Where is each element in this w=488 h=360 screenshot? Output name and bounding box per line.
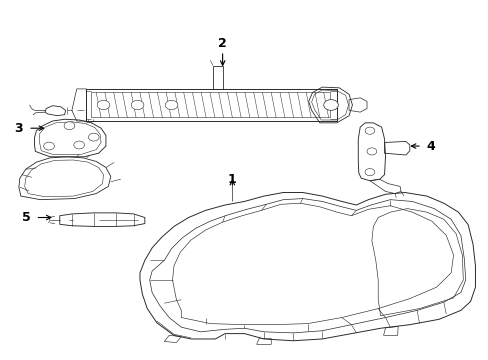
Circle shape (97, 100, 110, 110)
Circle shape (365, 168, 374, 176)
Circle shape (64, 122, 75, 130)
Circle shape (43, 142, 54, 150)
Text: 2: 2 (218, 37, 226, 50)
Text: 4: 4 (426, 140, 435, 153)
Circle shape (323, 100, 338, 111)
Text: 1: 1 (227, 174, 236, 186)
Circle shape (131, 100, 143, 110)
Circle shape (74, 141, 84, 149)
Circle shape (88, 133, 99, 141)
Text: 5: 5 (22, 211, 30, 224)
Circle shape (165, 100, 178, 110)
Circle shape (365, 127, 374, 134)
Circle shape (366, 148, 376, 155)
Text: 3: 3 (15, 122, 23, 135)
